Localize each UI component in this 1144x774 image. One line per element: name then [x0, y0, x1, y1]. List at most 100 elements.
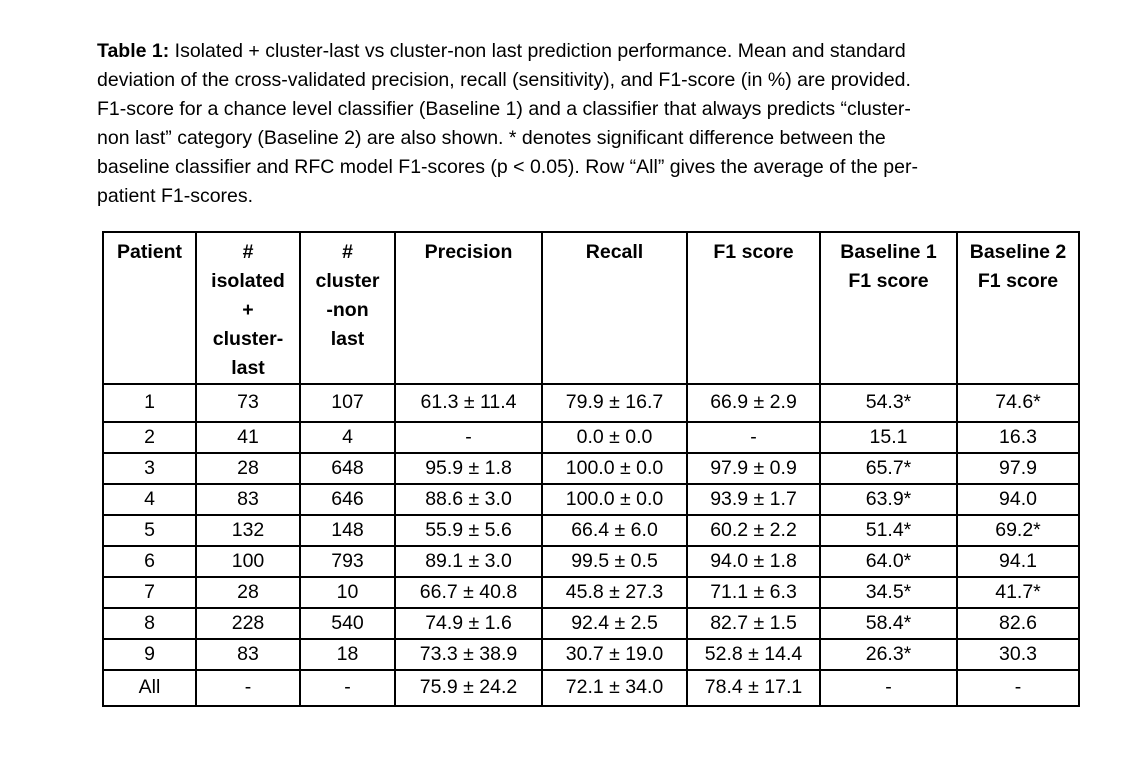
cell-n-isolated-cluster-last: 100 [195, 545, 301, 578]
cell-n-cluster-non-last: 646 [299, 483, 396, 516]
cell-f1-score: 52.8 ± 14.4 [686, 638, 821, 671]
cell-n-isolated-cluster-last: 41 [195, 421, 301, 454]
cell-baseline1-f1: 65.7* [819, 452, 958, 485]
cell-patient: 7 [102, 576, 197, 609]
cell-baseline2-f1: 94.1 [956, 545, 1080, 578]
table-row: 3 28 648 95.9 ± 1.8 100.0 ± 0.0 97.9 ± 0.9 65.… [102, 452, 1080, 485]
header-patient: Patient [102, 231, 197, 385]
cell-baseline1-f1: 63.9* [819, 483, 958, 516]
cell-n-isolated-cluster-last: 28 [195, 452, 301, 485]
cell-baseline1-f1: 34.5* [819, 576, 958, 609]
cell-baseline2-f1: 82.6 [956, 607, 1080, 640]
cell-baseline1-f1: 54.3* [819, 383, 958, 423]
cell-f1-score: - [686, 421, 821, 454]
caption-line-4: non last” category (Baseline 2) are also… [97, 127, 886, 149]
cell-precision: 73.3 ± 38.9 [394, 638, 543, 671]
cell-precision: 75.9 ± 24.2 [394, 669, 543, 707]
cell-recall: 99.5 ± 0.5 [541, 545, 688, 578]
cell-recall: 0.0 ± 0.0 [541, 421, 688, 454]
caption-line-3: F1-score for a chance level classifier (… [97, 98, 911, 120]
table-row: 1 73 107 61.3 ± 11.4 79.9 ± 16.7 66.9 ± 2.9 54… [102, 383, 1080, 423]
cell-n-cluster-non-last: 148 [299, 514, 396, 547]
cell-n-isolated-cluster-last: - [195, 669, 301, 707]
cell-patient: All [102, 669, 197, 707]
cell-f1-score: 66.9 ± 2.9 [686, 383, 821, 423]
table-row: 9 83 18 73.3 ± 38.9 30.7 ± 19.0 52.8 ± 14.4 26… [102, 638, 1080, 671]
cell-patient: 1 [102, 383, 197, 423]
cell-n-cluster-non-last: 540 [299, 607, 396, 640]
table-row: 6 100 793 89.1 ± 3.0 99.5 ± 0.5 94.0 ± 1.8 64.… [102, 545, 1080, 578]
caption-title: Table 1: [97, 40, 170, 62]
header-n-cluster-non-last: # cluster -non last [299, 231, 396, 385]
cell-f1-score: 78.4 ± 17.1 [686, 669, 821, 707]
cell-recall: 30.7 ± 19.0 [541, 638, 688, 671]
cell-precision: 89.1 ± 3.0 [394, 545, 543, 578]
cell-precision: 61.3 ± 11.4 [394, 383, 543, 423]
cell-f1-score: 94.0 ± 1.8 [686, 545, 821, 578]
cell-n-cluster-non-last: 18 [299, 638, 396, 671]
table-row: 4 83 646 88.6 ± 3.0 100.0 ± 0.0 93.9 ± 1.7 63.… [102, 483, 1080, 516]
cell-f1-score: 93.9 ± 1.7 [686, 483, 821, 516]
cell-recall: 66.4 ± 6.0 [541, 514, 688, 547]
cell-n-cluster-non-last: - [299, 669, 396, 707]
cell-precision: 66.7 ± 40.8 [394, 576, 543, 609]
caption-line-1-text: Isolated + cluster-last vs cluster-non l… [169, 40, 906, 62]
header-precision: Precision [394, 231, 543, 385]
cell-n-isolated-cluster-last: 83 [195, 638, 301, 671]
cell-f1-score: 82.7 ± 1.5 [686, 607, 821, 640]
header-f1-score: F1 score [686, 231, 821, 385]
cell-recall: 72.1 ± 34.0 [541, 669, 688, 707]
header-baseline1-f1: Baseline 1 F1 score [819, 231, 958, 385]
cell-recall: 100.0 ± 0.0 [541, 452, 688, 485]
cell-patient: 5 [102, 514, 197, 547]
cell-precision: 55.9 ± 5.6 [394, 514, 543, 547]
cell-baseline2-f1: 30.3 [956, 638, 1080, 671]
cell-n-isolated-cluster-last: 228 [195, 607, 301, 640]
cell-patient: 6 [102, 545, 197, 578]
cell-baseline2-f1: - [956, 669, 1080, 707]
cell-n-isolated-cluster-last: 83 [195, 483, 301, 516]
caption-line-1: Table 1: Isolated + cluster-last vs clus… [97, 37, 918, 66]
cell-recall: 79.9 ± 16.7 [541, 383, 688, 423]
caption-line-6: patient F1-scores. [97, 185, 254, 207]
cell-n-cluster-non-last: 793 [299, 545, 396, 578]
cell-n-cluster-non-last: 648 [299, 452, 396, 485]
cell-n-isolated-cluster-last: 132 [195, 514, 301, 547]
cell-baseline2-f1: 94.0 [956, 483, 1080, 516]
cell-baseline2-f1: 16.3 [956, 421, 1080, 454]
cell-patient: 4 [102, 483, 197, 516]
header-baseline2-f1: Baseline 2 F1 score [956, 231, 1080, 385]
header-recall: Recall [541, 231, 688, 385]
cell-n-isolated-cluster-last: 28 [195, 576, 301, 609]
cell-precision: 95.9 ± 1.8 [394, 452, 543, 485]
cell-baseline1-f1: 51.4* [819, 514, 958, 547]
cell-n-cluster-non-last: 10 [299, 576, 396, 609]
cell-precision: 74.9 ± 1.6 [394, 607, 543, 640]
header-row: Patient # isolated + cluster- last # clu… [102, 231, 1080, 385]
cell-patient: 8 [102, 607, 197, 640]
cell-baseline1-f1: - [819, 669, 958, 707]
table-row: 7 28 10 66.7 ± 40.8 45.8 ± 27.3 71.1 ± 6.3 34.… [102, 576, 1080, 609]
cell-precision: - [394, 421, 543, 454]
cell-n-isolated-cluster-last: 73 [195, 383, 301, 423]
caption-line-2: deviation of the cross-validated precisi… [97, 69, 911, 91]
cell-patient: 9 [102, 638, 197, 671]
cell-patient: 3 [102, 452, 197, 485]
cell-n-cluster-non-last: 4 [299, 421, 396, 454]
table-row: 2 41 4-0.0 ± 0.0-15.1 16.3 [102, 421, 1080, 454]
cell-baseline2-f1: 69.2* [956, 514, 1080, 547]
header-n-isolated-cluster-last: # isolated + cluster- last [195, 231, 301, 385]
cell-baseline1-f1: 26.3* [819, 638, 958, 671]
cell-precision: 88.6 ± 3.0 [394, 483, 543, 516]
table-row: All - -75.9 ± 24.2 72.1 ± 34.0 78.4 ± 17.1- - [102, 669, 1080, 707]
cell-baseline2-f1: 41.7* [956, 576, 1080, 609]
cell-baseline2-f1: 74.6* [956, 383, 1080, 423]
table-row: 8 228 540 74.9 ± 1.6 92.4 ± 2.5 82.7 ± 1.5 58.… [102, 607, 1080, 640]
cell-f1-score: 60.2 ± 2.2 [686, 514, 821, 547]
table-caption: Table 1: Isolated + cluster-last vs clus… [97, 37, 918, 211]
cell-baseline1-f1: 15.1 [819, 421, 958, 454]
cell-recall: 92.4 ± 2.5 [541, 607, 688, 640]
cell-baseline1-f1: 64.0* [819, 545, 958, 578]
cell-recall: 45.8 ± 27.3 [541, 576, 688, 609]
cell-f1-score: 97.9 ± 0.9 [686, 452, 821, 485]
